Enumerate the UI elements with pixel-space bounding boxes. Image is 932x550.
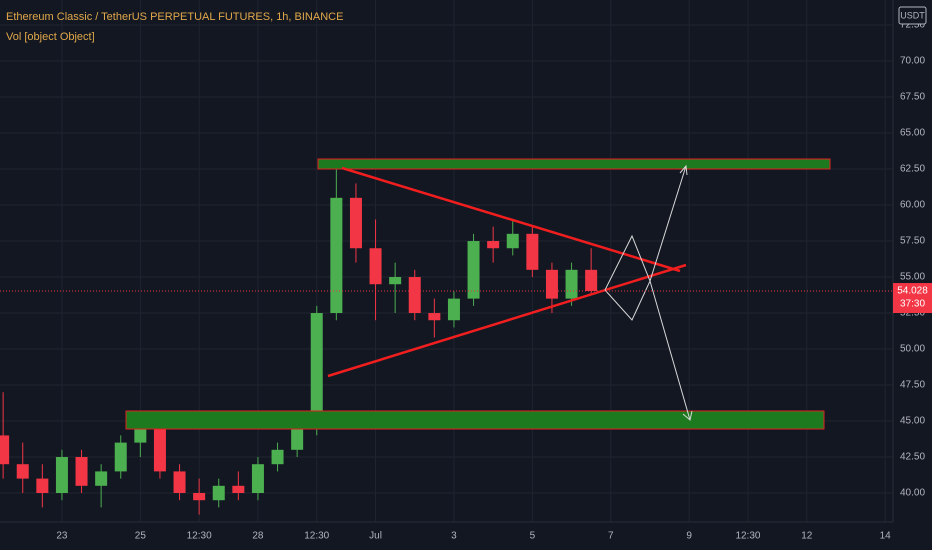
x-tick-label: 5	[530, 531, 536, 542]
y-tick-label: 60.00	[900, 200, 925, 211]
x-tick-label: 23	[56, 531, 68, 542]
y-tick-label: 45.00	[900, 416, 925, 427]
x-tick-label: Jul	[369, 531, 382, 542]
triangle-upper	[341, 166, 681, 273]
candle-body	[369, 248, 382, 285]
candle-body	[291, 428, 304, 450]
y-tick-label: 47.50	[900, 380, 925, 391]
x-tick-label: 3	[451, 531, 457, 542]
y-tick-label: 52.50	[900, 308, 925, 319]
y-tick-label: 72.50	[900, 20, 925, 31]
x-tick-label: 14	[880, 531, 892, 542]
candle-body	[55, 457, 68, 494]
x-tick-label: 25	[135, 531, 147, 542]
last-price-box	[893, 283, 932, 314]
candle-body	[193, 493, 206, 501]
candle-body	[16, 464, 29, 479]
candle-body	[408, 277, 421, 314]
x-tick-label: 12	[801, 531, 813, 542]
candle-body	[212, 485, 225, 501]
bear-arrowhead	[682, 410, 693, 421]
candle-body	[565, 269, 578, 299]
triangle-lower	[327, 263, 687, 378]
x-tick-label: 28	[252, 531, 264, 542]
candle-body	[428, 313, 441, 321]
x-tick-label: 9	[686, 531, 692, 542]
axis-labels: 40.00 42.50 45.00 47.50 50.00 52.50 55.00 57.50…	[56, 20, 925, 542]
candle-body	[173, 471, 186, 494]
x-tick-label: 12:30	[735, 531, 760, 542]
y-tick-label: 65.00	[900, 128, 925, 139]
candle-body	[75, 457, 88, 486]
candle-body	[251, 464, 264, 494]
candle-body	[134, 428, 147, 443]
candle-body	[447, 298, 460, 321]
candles	[0, 169, 598, 515]
bull-arrowhead	[679, 164, 688, 176]
candle-body	[487, 241, 500, 249]
currency-badge[interactable]	[898, 6, 927, 25]
y-tick-label: 40.00	[900, 488, 925, 499]
y-tick-label: 42.50	[900, 452, 925, 463]
bull-path	[604, 165, 687, 291]
y-tick-label: 55.00	[900, 272, 925, 283]
candle-body	[0, 435, 10, 465]
grid	[0, 0, 893, 522]
candle-body	[389, 277, 402, 285]
candle-body	[310, 313, 323, 429]
price-axis	[893, 0, 932, 522]
volume-legend: Vol [object Object]	[6, 31, 95, 43]
resistance-zone	[317, 158, 831, 170]
y-tick-label: 57.50	[900, 236, 925, 247]
x-tick-label: 12:30	[304, 531, 329, 542]
y-tick-label: 70.00	[900, 56, 925, 67]
candle-body	[271, 449, 284, 465]
countdown: 37:30	[900, 299, 925, 310]
candle-body	[95, 471, 108, 486]
candle-body	[114, 442, 127, 472]
y-tick-label: 50.00	[900, 344, 925, 355]
candle-body	[232, 485, 245, 494]
drawings	[125, 158, 831, 430]
chart-title: Ethereum Classic / TetherUS PERPETUAL FU…	[6, 11, 343, 23]
candle-body	[36, 478, 49, 494]
last-price-label: 54.028	[897, 286, 928, 297]
x-tick-label: 12:30	[187, 531, 212, 542]
candle-body	[330, 197, 343, 314]
time-axis	[0, 522, 932, 550]
y-tick-label: 67.50	[900, 92, 925, 103]
candle-body	[526, 233, 539, 270]
candle-body	[467, 241, 480, 299]
support-zone	[125, 410, 825, 430]
bear-path	[604, 279, 691, 421]
x-tick-label: 7	[608, 531, 614, 542]
currency: USDT	[900, 10, 925, 20]
candle-body	[506, 233, 519, 249]
candle-body	[585, 269, 598, 291]
candle-body	[545, 269, 558, 299]
candle-body	[349, 197, 362, 249]
y-tick-label: 62.50	[900, 164, 925, 175]
candle-body	[153, 428, 166, 472]
